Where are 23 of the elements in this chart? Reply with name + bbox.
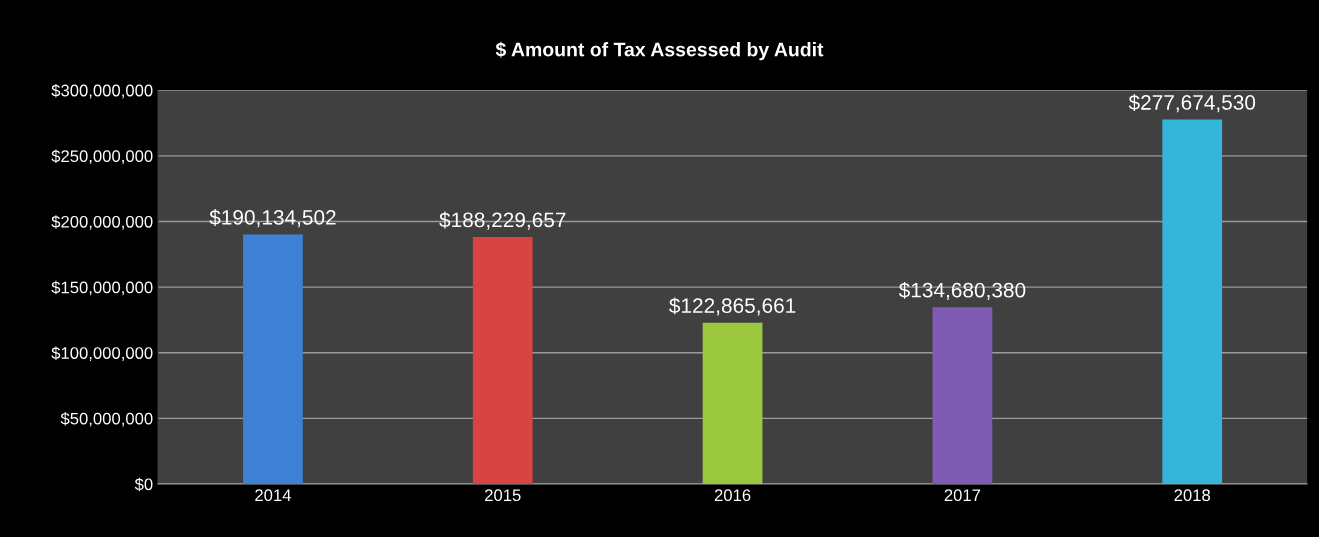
chart-title: $ Amount of Tax Assessed by Audit	[495, 41, 824, 61]
y-tick-label: $0	[134, 477, 153, 492]
y-tick-label: $200,000,000	[51, 215, 153, 230]
bar	[932, 307, 993, 484]
bar	[1162, 119, 1223, 484]
data-label: $190,134,502	[209, 209, 336, 228]
bar	[702, 322, 763, 484]
data-label: $134,680,380	[898, 281, 1026, 300]
x-tick-label: 2014	[255, 489, 291, 502]
y-tick-label: $50,000,000	[60, 412, 153, 427]
bar	[472, 236, 533, 484]
x-tick-label: 2016	[714, 489, 751, 502]
y-tick-label: $300,000,000	[51, 83, 153, 99]
y-tick-label: $150,000,000	[51, 280, 153, 296]
data-label: $277,674,530	[1128, 94, 1256, 113]
bar	[243, 234, 303, 484]
y-tick-label: $250,000,000	[51, 149, 153, 165]
x-tick-label: 2015	[485, 489, 521, 502]
x-tick-label: 2017	[944, 489, 981, 502]
x-tick-label: 2018	[1174, 489, 1211, 502]
data-label: $122,865,661	[669, 297, 796, 316]
y-tick-label: $100,000,000	[51, 346, 153, 361]
data-label: $188,229,657	[439, 211, 566, 230]
